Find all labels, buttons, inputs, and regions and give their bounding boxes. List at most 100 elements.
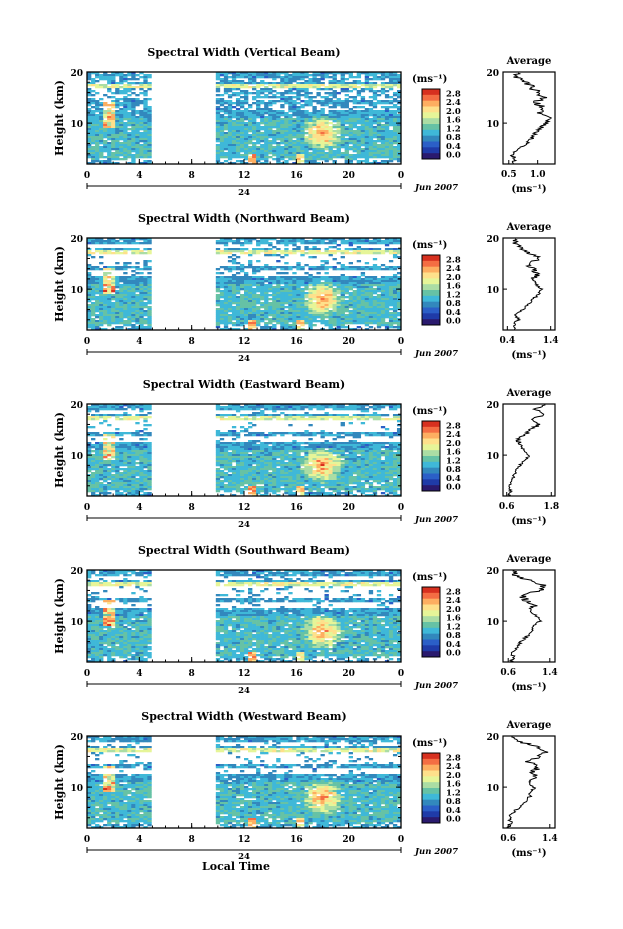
heatmap-cell xyxy=(388,88,394,91)
heatmap-cell xyxy=(272,294,277,297)
heatmap-cell xyxy=(119,108,124,111)
heatmap-cell xyxy=(135,132,140,135)
heatmap-cell xyxy=(348,140,353,143)
heatmap-cell xyxy=(111,468,116,471)
heatmap-cell xyxy=(268,126,273,129)
heatmap-cell xyxy=(320,156,325,159)
heatmap-cell xyxy=(284,76,289,79)
heatmap-cell xyxy=(127,132,132,135)
heatmap-cell xyxy=(111,126,116,129)
heatmap-cell xyxy=(215,128,221,131)
heatmap-cell xyxy=(147,320,152,323)
heatmap-cell xyxy=(95,142,100,145)
heatmap-cell xyxy=(115,158,120,161)
heatmap-cell xyxy=(300,84,305,87)
heatmap-cell xyxy=(372,238,378,241)
heatmap-cell xyxy=(119,102,124,105)
heatmap-cell xyxy=(252,148,257,151)
heatmap-cell xyxy=(99,408,104,411)
heatmap-cell xyxy=(376,150,382,153)
heatmap-cell xyxy=(227,298,233,301)
heatmap-cell xyxy=(256,322,261,325)
heatmap-cell xyxy=(119,492,124,495)
heatmap-cell xyxy=(111,302,116,305)
heatmap-cell xyxy=(231,300,237,303)
heatmap-cell xyxy=(219,266,225,269)
heatmap-cell xyxy=(119,122,124,125)
heatmap-cell xyxy=(143,84,148,87)
heatmap-cell xyxy=(368,298,374,301)
heatmap-cell xyxy=(227,250,233,253)
heatmap-cell xyxy=(111,448,116,451)
heatmap-cell xyxy=(396,118,402,121)
heatmap-cell xyxy=(227,138,233,141)
heatmap-cell xyxy=(147,160,152,163)
heatmap-cell xyxy=(260,148,265,151)
heatmap-cell xyxy=(340,288,345,291)
panel-title: Spectral Width (Vertical Beam) xyxy=(147,46,340,59)
heatmap-cell xyxy=(348,284,353,287)
heatmap-cell xyxy=(388,240,394,243)
heatmap-cell xyxy=(115,84,120,87)
heatmap-cell xyxy=(264,86,269,89)
heatmap-cell xyxy=(276,248,281,251)
heatmap-cell xyxy=(107,316,112,319)
heatmap-cell xyxy=(239,250,245,253)
heatmap-cell xyxy=(304,152,309,155)
heatmap-cell xyxy=(328,88,333,91)
heatmap-cell xyxy=(384,244,390,247)
heatmap-cell xyxy=(348,278,353,281)
heatmap-cell xyxy=(392,76,398,79)
heatmap-cell xyxy=(119,488,124,491)
heatmap-cell xyxy=(91,476,96,479)
heatmap-cell xyxy=(396,140,402,143)
heatmap-cell xyxy=(352,142,358,145)
heatmap-cell xyxy=(364,304,370,307)
heatmap-cell xyxy=(227,114,233,117)
heatmap-cell xyxy=(115,262,120,265)
heatmap-cell xyxy=(360,284,366,287)
heatmap-cell xyxy=(131,302,136,305)
heatmap-cell xyxy=(328,130,333,133)
heatmap-cell xyxy=(107,324,112,327)
heatmap-cell xyxy=(376,138,382,141)
heatmap-cell xyxy=(135,242,140,245)
heatmap-cell xyxy=(143,142,148,145)
heatmap-cell xyxy=(107,266,112,269)
heatmap-cell xyxy=(376,326,382,329)
heatmap-cell xyxy=(332,306,337,309)
heatmap-cell xyxy=(276,74,281,77)
heatmap-cell xyxy=(123,294,128,297)
heatmap-cell xyxy=(364,84,370,87)
heatmap-cell xyxy=(308,104,313,107)
heatmap-cell xyxy=(115,308,120,311)
heatmap-cell xyxy=(239,314,245,317)
heatmap-cell xyxy=(272,78,277,81)
heatmap-cell xyxy=(348,322,353,325)
heatmap-cell xyxy=(340,242,345,245)
heatmap-cell xyxy=(219,162,225,165)
heatmap-cell xyxy=(344,72,349,75)
heatmap-cell xyxy=(87,136,92,139)
heatmap-cell xyxy=(388,152,394,155)
heatmap-cell xyxy=(320,238,325,241)
heatmap-cell xyxy=(91,124,96,127)
heatmap-cell xyxy=(223,312,229,315)
heatmap-cell xyxy=(87,88,92,91)
heatmap-cell xyxy=(304,160,309,163)
heatmap-cell xyxy=(396,306,402,309)
heatmap-cell xyxy=(312,318,317,321)
heatmap-cell xyxy=(95,462,100,465)
heatmap-cell xyxy=(376,120,382,123)
heatmap-cell xyxy=(235,104,241,107)
heatmap-cell xyxy=(328,266,333,269)
heatmap-cell xyxy=(260,76,265,79)
heatmap-cell xyxy=(368,304,374,307)
heatmap-cell xyxy=(292,112,297,115)
heatmap-cell xyxy=(123,464,128,467)
heatmap-cell xyxy=(272,250,277,253)
heatmap-cell xyxy=(87,104,92,107)
heatmap-cell xyxy=(324,290,329,293)
colorbar-tick-label: 1.2 xyxy=(446,124,461,134)
heatmap-cell xyxy=(344,242,349,245)
